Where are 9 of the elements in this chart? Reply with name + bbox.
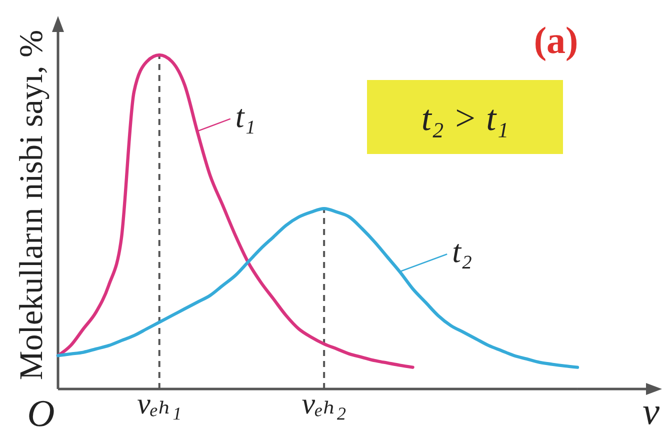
x-tick-label: vₑₕ₁ <box>137 387 182 420</box>
annotation: t₂ > t₁ <box>421 98 509 138</box>
legend-label: t₁ <box>235 98 256 134</box>
legend-label: t₂ <box>452 233 472 270</box>
x-axis-title: v <box>642 391 660 432</box>
y-axis-title: Molekulların nisbi sayı, % <box>14 30 50 380</box>
text: O <box>27 393 55 432</box>
chart-title: (a) <box>534 20 578 62</box>
x-tick-label: vₑₕ₂ <box>302 387 346 420</box>
